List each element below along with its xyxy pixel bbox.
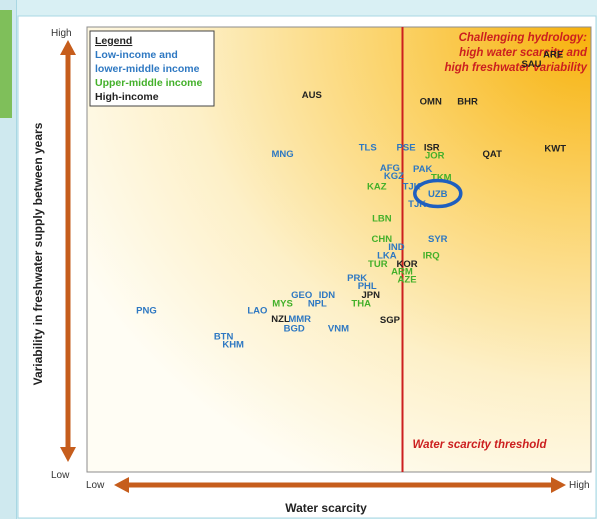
country-label-nzl: NZL [271,314,290,325]
threshold-label: Water scarcity threshold [413,439,548,451]
country-label-tjk: TJK [408,199,426,210]
region-label-line-3: high freshwater variability [444,62,587,74]
country-label-omn: OMN [420,96,442,107]
country-label-mys: MYS [272,298,293,309]
legend-high: High-income [95,91,159,103]
country-label-irq: IRQ [423,250,440,261]
country-label-geo: GEO [291,290,312,301]
region-label-line-2: high water scarcity and [459,47,588,59]
country-label-pak: PAK [413,164,432,175]
country-label-vnm: VNM [328,323,349,334]
x-tick-low: Low [86,480,105,491]
country-label-afg: AFG [380,163,400,174]
country-label-sau: SAU [521,59,541,70]
sidebar-green-tab[interactable] [0,10,12,118]
country-label-idn: IDN [319,290,336,301]
country-label-tur: TUR [368,259,388,270]
x-tick-high: High [569,480,590,491]
country-label-kwt: KWT [544,144,566,155]
country-label-sgp: SGP [380,315,401,326]
country-label-chn: CHN [372,234,393,245]
legend-low-line-2: lower-middle income [95,63,200,75]
country-label-bhr: BHR [457,96,478,107]
uzb-highlight-ring [413,178,463,209]
country-label-syr: SYR [428,234,448,245]
country-label-aze: AZE [398,274,417,285]
country-label-aus: AUS [302,90,322,101]
legend-title: Legend [95,35,132,47]
y-tick-high: High [51,28,72,39]
y-axis-arrow [60,40,76,462]
legend: Legend Low-income and lower-middle incom… [89,30,215,107]
y-axis-title: Variability in freshwater supply between… [31,122,45,385]
country-label-uzb: UZB [428,189,448,200]
region-label-line-1: Challenging hydrology: [459,32,588,44]
country-label-bgd: BGD [284,323,305,334]
country-label-tha: THA [351,298,371,309]
x-axis-arrow [114,477,566,493]
country-label-tjk: TJK [403,181,421,192]
country-label-tls: TLS [359,143,377,154]
country-label-ind: IND [388,242,405,253]
country-label-kgz: KGZ [384,171,404,182]
country-label-kor: KOR [396,259,417,270]
legend-upper: Upper-middle income [95,77,203,89]
country-label-khm: KHM [222,339,244,350]
legend-low-line-1: Low-income and [95,49,178,61]
country-label-mng: MNG [271,149,293,160]
x-axis-title: Water scarcity [285,501,367,515]
y-tick-low: Low [51,470,70,481]
country-label-lka: LKA [377,250,397,261]
country-label-arm: ARM [391,266,413,277]
country-label-jor: JOR [425,151,445,162]
country-label-are: ARE [543,50,563,61]
left-sidebar-strip [0,0,17,519]
country-label-phl: PHL [358,281,377,292]
country-label-lbn: LBN [372,213,392,224]
legend-box [89,30,215,107]
country-label-pse: PSE [397,143,416,154]
scatter-chart: High Low Low High Water scarcity Variabi… [17,15,597,519]
country-label-png: PNG [136,306,157,317]
country-label-kaz: KAZ [367,181,387,192]
country-label-prk: PRK [347,273,367,284]
country-label-btn: BTN [214,331,234,342]
country-label-lao: LAO [247,306,267,317]
country-label-isr: ISR [424,143,440,154]
country-label-jpn: JPN [362,290,381,301]
country-label-mmr: MMR [288,314,311,325]
country-label-npl: NPL [308,298,327,309]
country-label-qat: QAT [483,149,503,160]
region-label: Challenging hydrology: high water scarci… [444,32,587,74]
country-label-tkm: TKM [431,173,452,184]
